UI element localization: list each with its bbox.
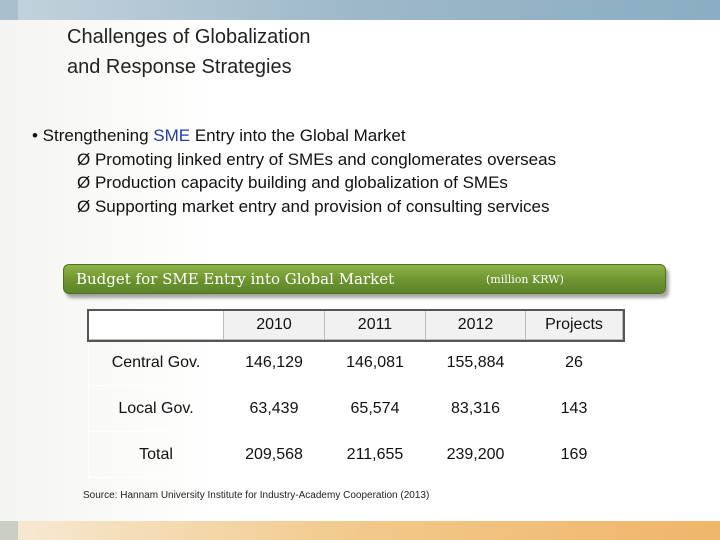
table-cell: 146,081 [324,339,426,386]
sub-bullet: Ø Supporting market entry and provision … [77,196,550,216]
budget-table: 2010 2011 2012 Projects Central Gov. 146… [86,308,625,478]
table-cell: 83,316 [425,385,526,432]
sub-bullet: Ø Production capacity building and globa… [77,173,508,192]
table-header-cell: 2012 [425,310,526,340]
table-row: Local Gov. 63,439 65,574 83,316 143 [88,385,623,432]
sme-highlight: SME [153,126,191,145]
slide-title: Challenges of Globalization and Response… [67,22,311,82]
table-header-cell: 2011 [324,310,426,340]
table-header-cell: Projects [525,310,623,340]
main-bullet: • Strengthening SME Entry into the Globa… [32,124,556,148]
main-bullet-prefix: • Strengthening [32,126,154,145]
top-bar-block [0,0,18,20]
main-bullet-suffix: Entry into the Global Market [190,126,406,145]
bottom-bar-block [0,521,18,540]
budget-banner: Budget for SME Entry into Global Market … [63,264,666,294]
banner-title: Budget for SME Entry into Global Market [76,270,395,288]
top-decor-bar [0,0,720,20]
table-cell: 209,568 [223,431,325,478]
table-cell: 143 [525,385,623,432]
bottom-decor-bar [0,521,720,540]
table-cell: 26 [525,339,623,386]
title-line-1: Challenges of Globalization [67,26,311,48]
table-cell-label: Central Gov. [88,339,224,386]
table-cell: 63,439 [223,385,325,432]
table-header-row: 2010 2011 2012 Projects [86,308,625,342]
table-cell: 65,574 [324,385,426,432]
table-cell: 239,200 [425,431,526,478]
table-row: Total 209,568 211,655 239,200 169 [88,431,623,478]
table-cell: 155,884 [425,339,526,386]
table-header-cell [88,310,224,340]
table-header-cell: 2010 [223,310,325,340]
sub-bullet: Ø Promoting linked entry of SMEs and con… [77,149,557,169]
table-cell: 211,655 [324,431,426,478]
banner-unit: (million KRW) [486,273,564,286]
table-cell-label: Total [88,431,224,478]
title-line-2: and Response Strategies [67,56,292,78]
table-cell: 146,129 [223,339,325,386]
table-cell: 169 [525,431,623,478]
table-row: Central Gov. 146,129 146,081 155,884 26 [88,339,623,386]
table-cell-label: Local Gov. [88,385,224,432]
source-note: Source: Hannam University Institute for … [83,490,430,501]
bullet-list: • Strengthening SME Entry into the Globa… [32,124,556,218]
